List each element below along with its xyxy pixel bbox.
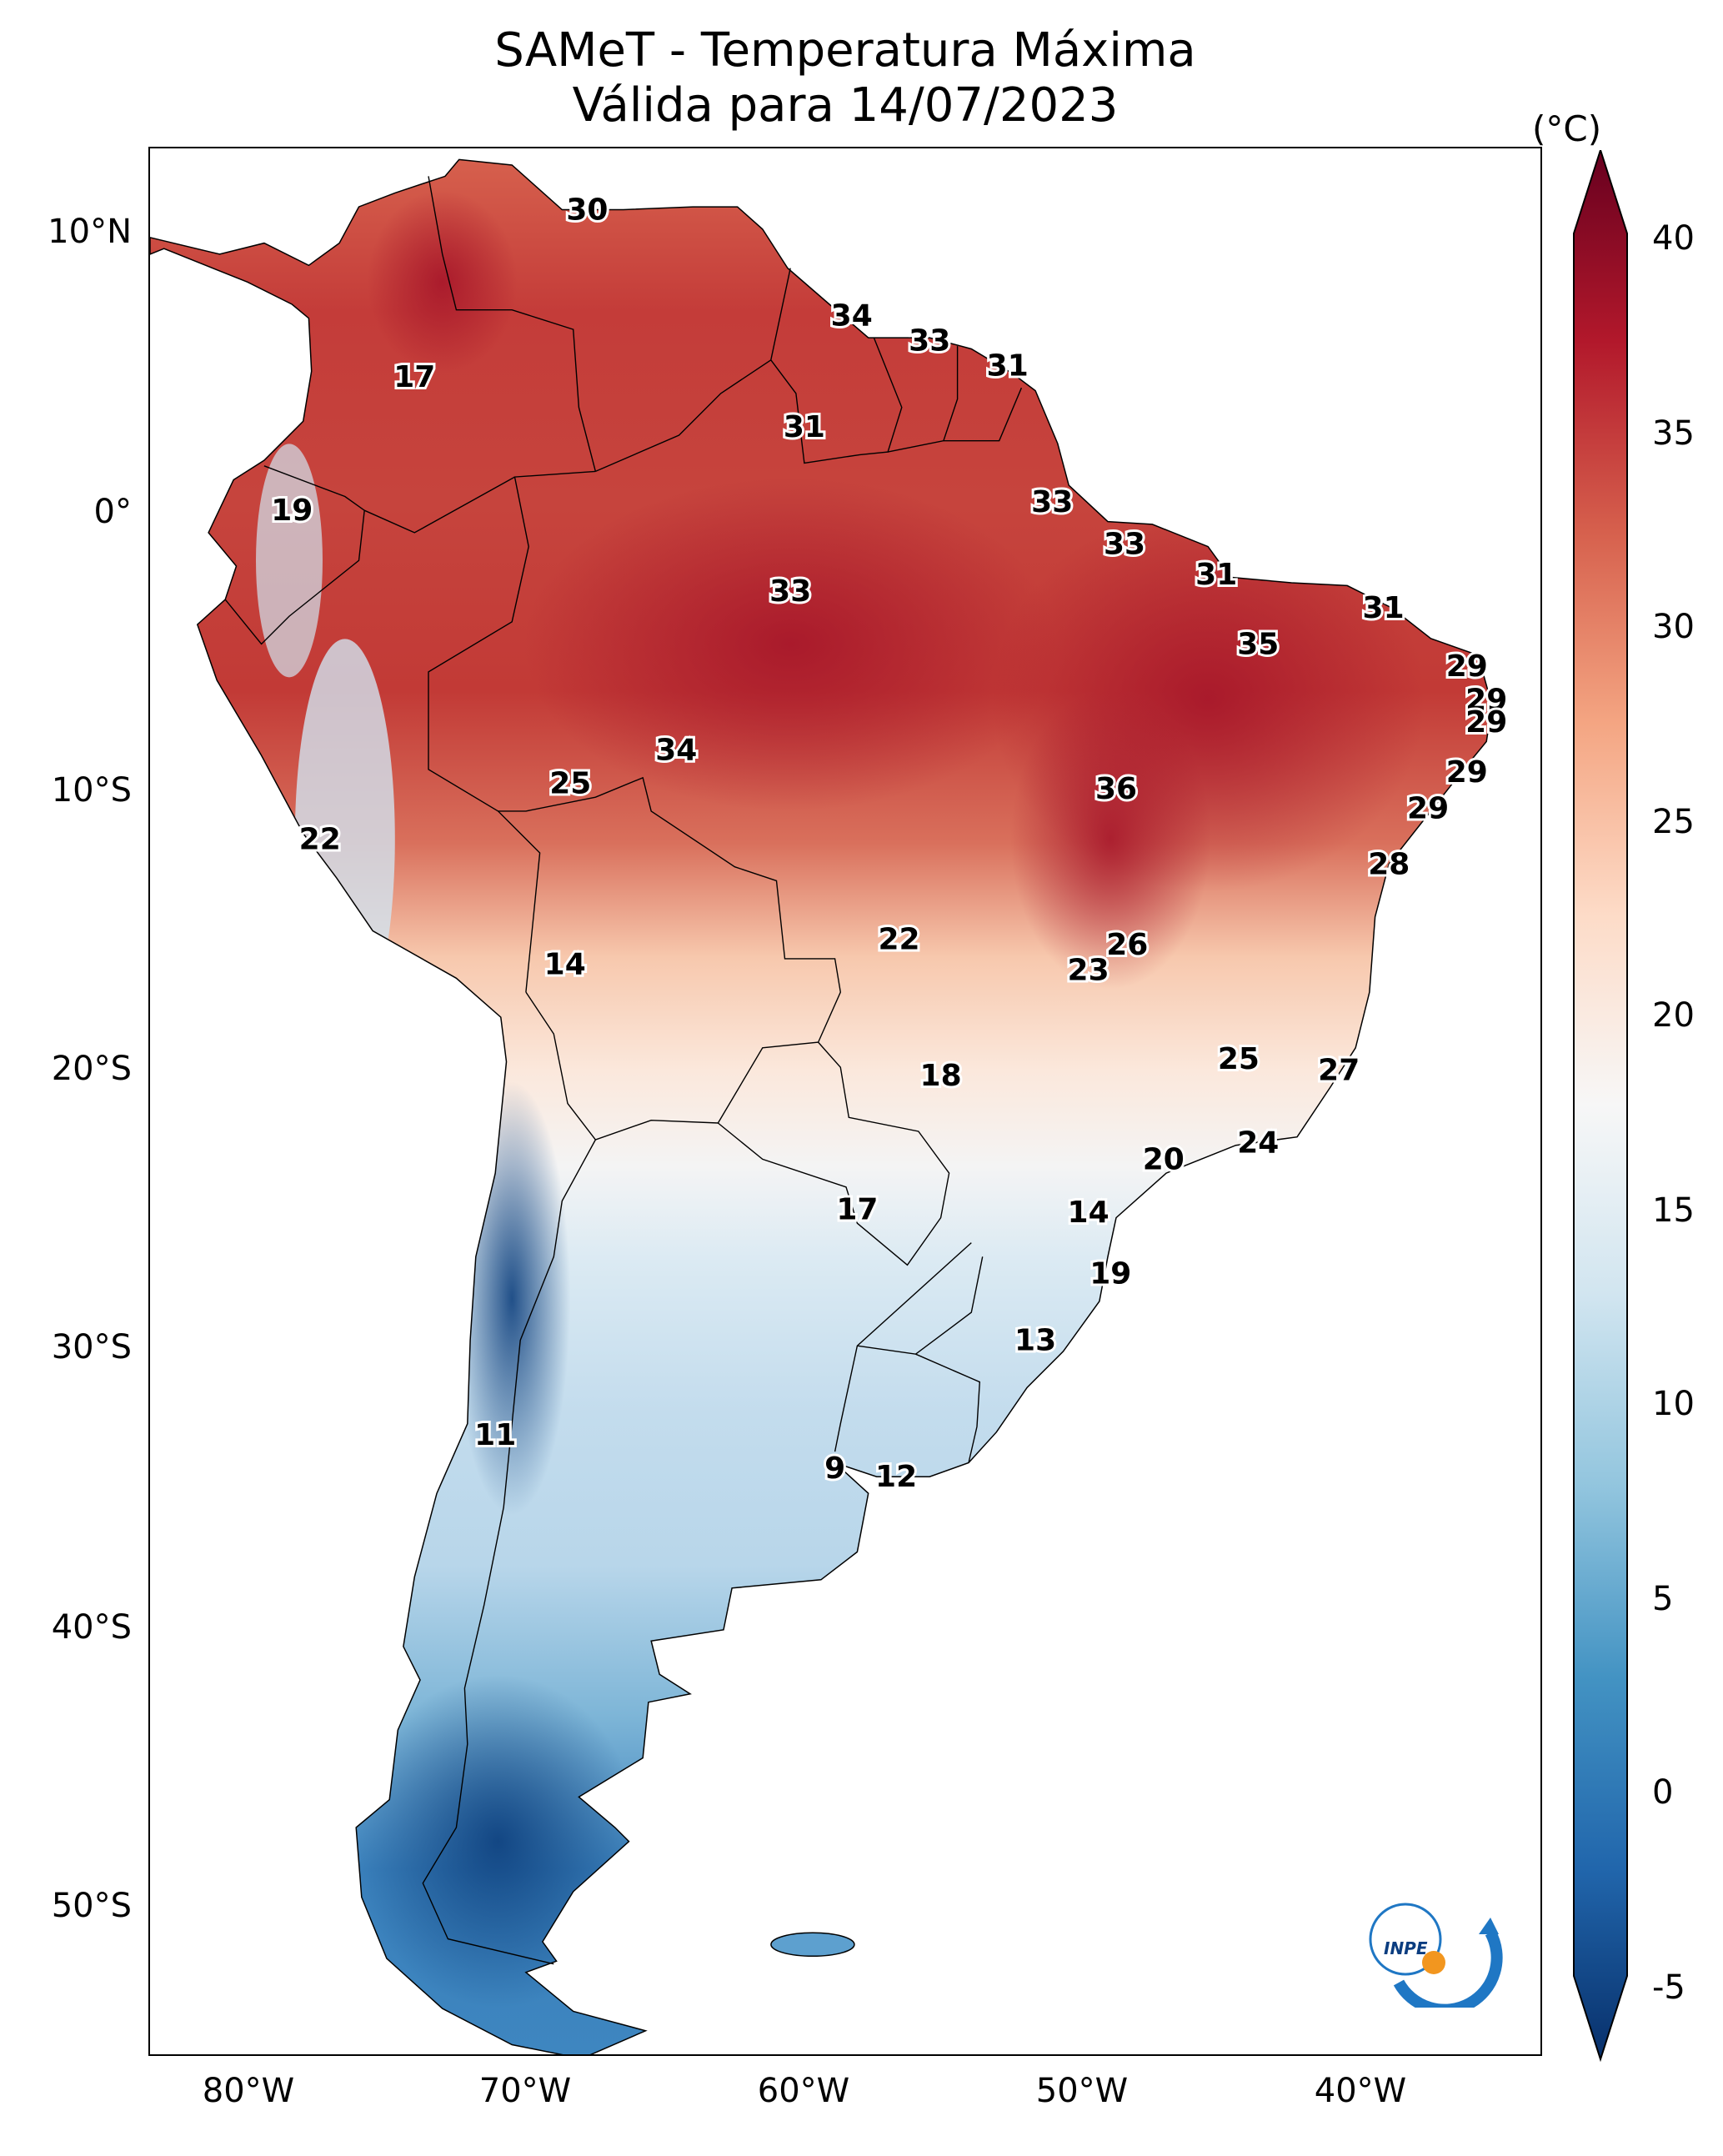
temp-label-t33-para-coast: 33 xyxy=(1104,527,1145,561)
border-line-3 xyxy=(363,476,515,534)
border-line-6 xyxy=(887,346,959,453)
colorbar-tick-25: 25 xyxy=(1652,803,1695,841)
temp-label-t33-amapa: 33 xyxy=(1031,485,1073,519)
colorbar xyxy=(1573,150,1628,2063)
hotspot-maracaibo xyxy=(367,190,518,374)
border-line-8 xyxy=(498,776,842,1141)
temp-label-t18-mato-grosso-do-sul: 18 xyxy=(920,1059,962,1093)
temp-label-t33-suriname: 33 xyxy=(909,324,950,358)
colorbar-tick-15: 15 xyxy=(1652,1191,1695,1230)
temp-label-t36-tocantins: 36 xyxy=(1095,772,1137,806)
temp-label-t28-bahia: 28 xyxy=(1368,847,1410,881)
temp-label-t22-peru: 22 xyxy=(299,822,341,856)
temp-label-t12-uruguay: 12 xyxy=(875,1460,917,1494)
temp-label-t24-rio: 24 xyxy=(1237,1126,1279,1160)
temp-label-t17-colombia: 17 xyxy=(393,360,435,394)
temp-label-t33-amazonas: 33 xyxy=(769,574,811,609)
temp-label-t29-pb: 29 xyxy=(1465,683,1507,717)
map-title: SAMeT - Temperatura Máxima xyxy=(494,23,1196,78)
inpe-logo: INPE xyxy=(1369,1903,1503,2008)
border-line-1 xyxy=(428,470,596,993)
border-line-2 xyxy=(224,465,365,645)
temp-label-t13-rio-grande-do-sul: 13 xyxy=(1014,1324,1056,1358)
border-line-9 xyxy=(717,1041,950,1266)
temp-label-t29-rn: 29 xyxy=(1446,649,1488,684)
temp-label-t11-chile: 11 xyxy=(474,1418,516,1452)
temp-label-t31-french-guiana: 31 xyxy=(987,349,1029,384)
temp-label-t29-al: 29 xyxy=(1446,755,1488,790)
colorbar-unit: (°C) xyxy=(1532,108,1602,149)
coastline xyxy=(150,158,1493,2054)
temp-label-t29-se: 29 xyxy=(1407,792,1449,826)
border-line-11 xyxy=(834,1242,972,1452)
lon-label-50w: 50°W xyxy=(1035,2072,1129,2110)
temp-label-t20-sao-paulo: 20 xyxy=(1143,1142,1185,1176)
temp-label-t34-rondonia: 34 xyxy=(655,733,697,767)
lat-label-40s: 40°S xyxy=(51,1608,132,1647)
temp-label-t22-mato-grosso: 22 xyxy=(878,923,919,957)
colorbar-tick-35: 35 xyxy=(1652,414,1695,453)
temp-label-t34-guyana: 34 xyxy=(831,298,873,333)
lat-label-50s: 50°S xyxy=(51,1887,132,1925)
lat-label-30s: 30°S xyxy=(51,1328,132,1366)
lat-label-10n: 10°N xyxy=(48,213,132,251)
cool-andes-ecuador xyxy=(256,444,323,678)
logo-text: INPE xyxy=(1384,1938,1428,1958)
temp-label-t27-espirito-santo: 27 xyxy=(1318,1054,1360,1088)
falkland-islands xyxy=(770,1932,855,1958)
colorbar-tick-30: 30 xyxy=(1652,608,1695,646)
country-borders xyxy=(224,176,1023,1965)
temp-label-t31-ceara: 31 xyxy=(1363,591,1405,625)
temp-label-t25-minas-gerais: 25 xyxy=(1218,1042,1260,1076)
border-line-10 xyxy=(422,1139,597,1965)
lat-label-20s: 20°S xyxy=(51,1050,132,1088)
colorbar-tick-40: 40 xyxy=(1652,219,1695,258)
lon-label-60w: 60°W xyxy=(757,2072,850,2110)
border-line-7 xyxy=(943,387,1023,442)
temp-label-t14-bolivia: 14 xyxy=(544,948,586,982)
colorbar-tick-10: 10 xyxy=(1652,1385,1695,1423)
temp-label-t31-maranhao: 31 xyxy=(1195,558,1237,592)
temp-label-t30-north-venezuela: 30 xyxy=(566,193,608,228)
colorbar-tick-5: 5 xyxy=(1652,1580,1674,1618)
lon-label-80w: 80°W xyxy=(202,2072,295,2110)
temp-label-t26-brasilia: 26 xyxy=(1106,928,1148,962)
border-line-0 xyxy=(428,176,597,472)
temp-label-t23-goias: 23 xyxy=(1068,953,1109,987)
colorbar-tick-20: 20 xyxy=(1652,996,1695,1035)
temp-label-t19-santa-catarina: 19 xyxy=(1089,1256,1131,1291)
temp-label-t17-paraguay: 17 xyxy=(836,1193,878,1227)
lat-label-10s: 10°S xyxy=(51,771,132,810)
colorbar-body xyxy=(1573,150,1628,2063)
border-line-13 xyxy=(915,1353,981,1463)
temp-label-t14-parana: 14 xyxy=(1068,1196,1109,1230)
lon-label-40w: 40°W xyxy=(1314,2072,1407,2110)
temp-label-t9-buenos-aires: 9 xyxy=(824,1452,845,1486)
hotspot-tocantins xyxy=(1010,689,1211,990)
map-panel: 30 34 33 31 17 31 19 33 33 31 33 31 35 29 29 29 34 29 25 36… xyxy=(148,147,1542,2056)
colorbar-tick-minus5: -5 xyxy=(1652,1968,1685,2007)
temp-label-t35-piaui: 35 xyxy=(1237,628,1279,662)
temp-label-t25-acre: 25 xyxy=(549,767,591,801)
temp-label-t29-pe: 29 xyxy=(1465,705,1507,740)
temp-label-t19-ecuador: 19 xyxy=(271,494,313,528)
border-line-12 xyxy=(857,1256,984,1355)
map-subtitle: Válida para 14/07/2023 xyxy=(572,78,1119,133)
hotspot-amazon xyxy=(523,477,1058,811)
lat-label-0: 0° xyxy=(93,493,132,531)
lon-label-70w: 70°W xyxy=(478,2072,572,2110)
border-line-4 xyxy=(595,268,791,473)
border-line-5 xyxy=(770,337,903,464)
colorbar-tick-0: 0 xyxy=(1652,1773,1674,1812)
temp-label-t31-roraima: 31 xyxy=(784,410,825,444)
coldspot-patagonia xyxy=(356,1674,640,2008)
